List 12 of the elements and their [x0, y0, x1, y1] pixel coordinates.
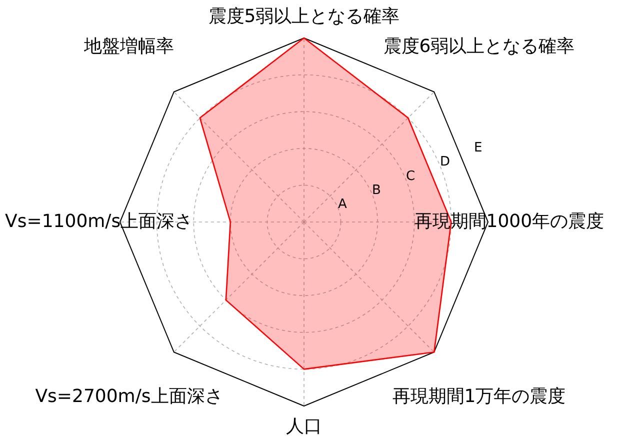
y-tick-label: B: [372, 182, 381, 198]
spoke-label: Vs=1100m/s上面深さ: [5, 211, 193, 232]
spoke-label: Vs=2700m/s上面深さ: [35, 386, 223, 407]
y-tick-label: D: [440, 154, 450, 170]
spoke-label: 震度5弱以上となる確率: [208, 6, 400, 27]
y-tick-label: A: [338, 196, 347, 212]
y-tick-label: E: [474, 140, 482, 156]
y-tick-label: C: [406, 168, 416, 184]
spoke-label: 再現期間1万年の震度: [392, 386, 566, 407]
spoke-label: 人口: [286, 416, 322, 438]
spoke-label: 地盤増幅率: [83, 36, 174, 58]
spoke-label: 震度6弱以上となる確率: [383, 36, 575, 58]
